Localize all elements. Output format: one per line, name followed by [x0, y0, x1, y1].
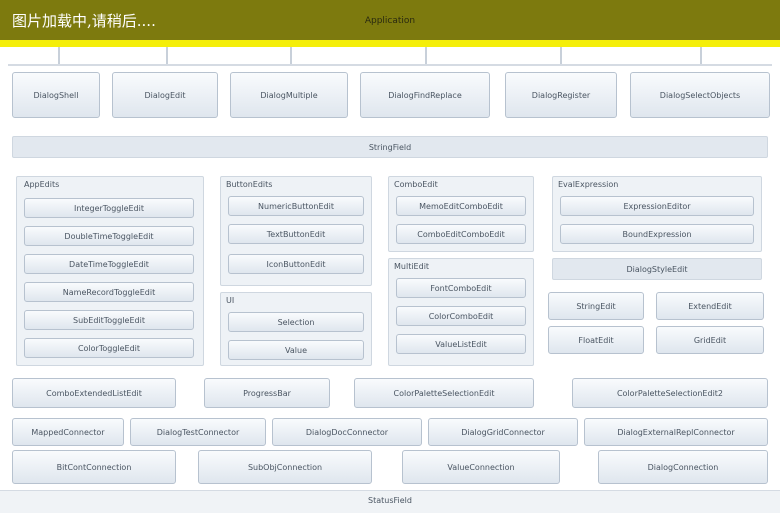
connector-line	[166, 47, 168, 65]
row-a-button[interactable]: ColorPaletteSelectionEdit	[354, 378, 534, 408]
connector-line	[290, 47, 292, 65]
top-button[interactable]: DialogMultiple	[230, 72, 348, 118]
panel-item[interactable]: MemoEditComboEdit	[396, 196, 526, 216]
panel-item[interactable]: SubEditToggleEdit	[24, 310, 194, 330]
row-c-button[interactable]: ValueConnection	[402, 450, 560, 484]
row-c-button[interactable]: SubObjConnection	[198, 450, 372, 484]
panel-item[interactable]: ValueListEdit	[396, 334, 526, 354]
panel-item[interactable]: DoubleTimeToggleEdit	[24, 226, 194, 246]
row-b-button[interactable]: DialogExternalReplConnector	[584, 418, 768, 446]
top-button[interactable]: DialogShell	[12, 72, 100, 118]
row-b-button[interactable]: DialogDocConnector	[272, 418, 422, 446]
row-a-button[interactable]: ComboExtendedListEdit	[12, 378, 176, 408]
loading-text: 图片加载中,请稍后....	[12, 12, 156, 30]
small-button[interactable]: GridEdit	[656, 326, 764, 354]
title-bar: 图片加载中,请稍后.... Application	[0, 0, 780, 40]
panel-item[interactable]: NumericButtonEdit	[228, 196, 364, 216]
connector-bar	[8, 64, 772, 66]
top-button[interactable]: DialogEdit	[112, 72, 218, 118]
row-b-button[interactable]: MappedConnector	[12, 418, 124, 446]
connector-line	[58, 47, 60, 65]
panel-item[interactable]: Value	[228, 340, 364, 360]
accent-line	[0, 40, 780, 47]
panel-item[interactable]: DateTimeToggleEdit	[24, 254, 194, 274]
small-button[interactable]: StringEdit	[548, 292, 644, 320]
row-a-button[interactable]: ColorPaletteSelectionEdit2	[572, 378, 768, 408]
panel-item[interactable]: IntegerToggleEdit	[24, 198, 194, 218]
connector-line	[560, 47, 562, 65]
small-button[interactable]: ExtendEdit	[656, 292, 764, 320]
panel-item[interactable]: Selection	[228, 312, 364, 332]
top-button[interactable]: DialogRegister	[505, 72, 617, 118]
panel-title: UI	[226, 296, 235, 305]
panel-title: EvalExpression	[558, 180, 619, 189]
row-b-button[interactable]: DialogTestConnector	[130, 418, 266, 446]
panel-item[interactable]: TextButtonEdit	[228, 224, 364, 244]
small-button[interactable]: FloatEdit	[548, 326, 644, 354]
string-field-bar[interactable]: StringField	[12, 136, 768, 158]
connector-line	[425, 47, 427, 65]
row-c-button[interactable]: BitContConnection	[12, 450, 176, 484]
panel-item[interactable]: NameRecordToggleEdit	[24, 282, 194, 302]
panel-title: ButtonEdits	[226, 180, 273, 189]
panel-item[interactable]: BoundExpression	[560, 224, 754, 244]
panel-item[interactable]: ColorToggleEdit	[24, 338, 194, 358]
row-a-button[interactable]: ProgressBar	[204, 378, 330, 408]
panel-title: MultiEdit	[394, 262, 430, 271]
top-button[interactable]: DialogFindReplace	[360, 72, 490, 118]
dialog-style-edit[interactable]: DialogStyleEdit	[552, 258, 762, 280]
panel-item[interactable]: ColorComboEdit	[396, 306, 526, 326]
panel-item[interactable]: IconButtonEdit	[228, 254, 364, 274]
panel-item[interactable]: ExpressionEditor	[560, 196, 754, 216]
top-button[interactable]: DialogSelectObjects	[630, 72, 770, 118]
panel-item[interactable]: FontComboEdit	[396, 278, 526, 298]
panel-title: ComboEdit	[394, 180, 438, 189]
row-b-button[interactable]: DialogGridConnector	[428, 418, 578, 446]
window-title: Application	[364, 16, 416, 26]
status-bar: StatusField	[0, 490, 780, 513]
panel-item[interactable]: ComboEditComboEdit	[396, 224, 526, 244]
panel-title: AppEdits	[24, 180, 60, 189]
row-c-button[interactable]: DialogConnection	[598, 450, 768, 484]
connector-line	[700, 47, 702, 65]
